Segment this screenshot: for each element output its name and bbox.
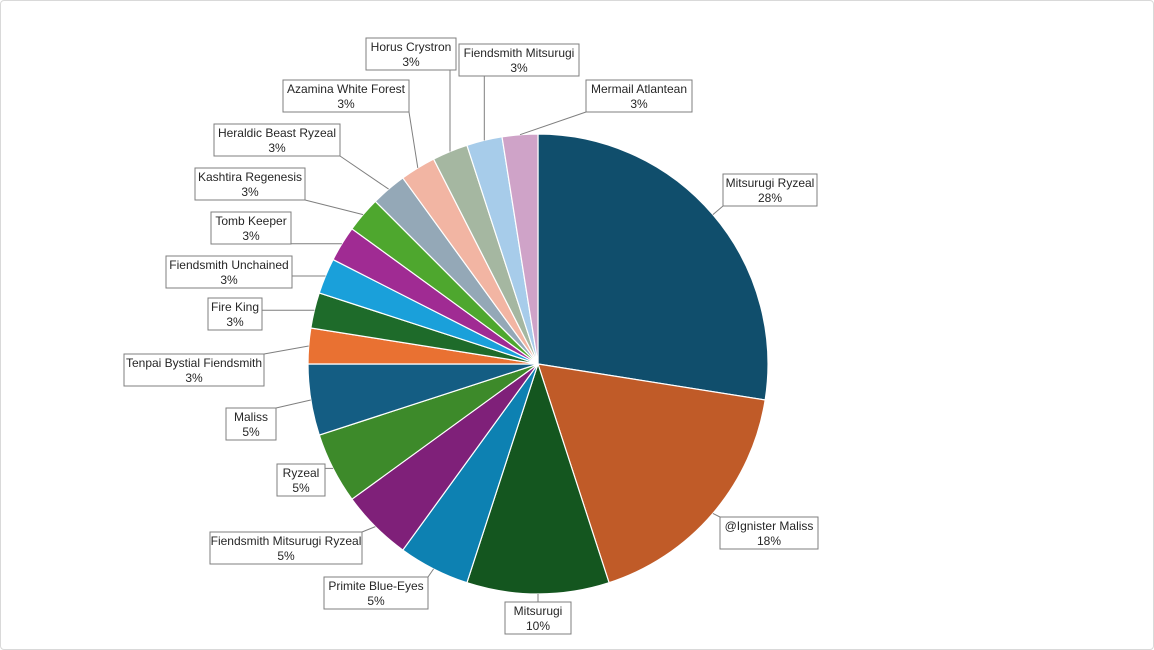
data-label-name: Mitsurugi bbox=[514, 604, 563, 618]
data-label-box bbox=[504, 601, 572, 635]
data-label-percent: 3% bbox=[268, 141, 286, 155]
data-label-percent: 10% bbox=[526, 619, 550, 633]
data-label-name: Fire King bbox=[211, 300, 259, 314]
leader-line bbox=[519, 111, 587, 136]
data-label-box bbox=[209, 531, 363, 565]
data-label-percent: 3% bbox=[226, 315, 244, 329]
data-label-box bbox=[585, 79, 693, 113]
data-label-box bbox=[276, 463, 326, 497]
data-label-name: Mitsurugi Ryzeal bbox=[726, 176, 815, 190]
data-label-box bbox=[123, 353, 265, 387]
leader-line bbox=[712, 512, 721, 518]
data-label-percent: 3% bbox=[220, 273, 238, 287]
pie-slices bbox=[307, 133, 769, 595]
data-label-percent: 5% bbox=[242, 425, 260, 439]
data-label-box bbox=[207, 297, 263, 331]
pie-slice-mitsurugi-ryzeal bbox=[537, 133, 769, 401]
data-label-name: Heraldic Beast Ryzeal bbox=[218, 126, 336, 140]
data-label-name: Primite Blue-Eyes bbox=[328, 579, 423, 593]
data-label-name: @Ignister Maliss bbox=[725, 519, 814, 533]
leader-line bbox=[408, 111, 419, 168]
pie-slice-mermail-atlantean bbox=[501, 133, 539, 365]
data-label-name: Tomb Keeper bbox=[215, 214, 286, 228]
data-label-box bbox=[722, 173, 818, 207]
leader-line bbox=[712, 205, 724, 215]
data-label-percent: 3% bbox=[510, 61, 528, 75]
data-label-percent: 3% bbox=[630, 97, 648, 111]
data-label-percent: 3% bbox=[337, 97, 355, 111]
data-label-name: Mermail Atlantean bbox=[591, 82, 687, 96]
data-label-box bbox=[165, 255, 293, 289]
data-label-percent: 5% bbox=[292, 481, 310, 495]
pie-slice-ignister-maliss bbox=[537, 363, 766, 584]
data-label-box bbox=[225, 407, 277, 441]
data-label-box bbox=[194, 167, 306, 201]
data-label-box bbox=[458, 43, 580, 77]
data-label-name: Fiendsmith Unchained bbox=[169, 258, 288, 272]
data-label-percent: 3% bbox=[185, 371, 203, 385]
data-label-name: Ryzeal bbox=[283, 466, 320, 480]
leader-line bbox=[427, 568, 435, 578]
leader-line bbox=[339, 155, 389, 190]
data-label-box bbox=[210, 211, 292, 245]
data-label-box bbox=[719, 516, 819, 550]
leader-line bbox=[361, 526, 376, 533]
data-label-percent: 28% bbox=[758, 191, 782, 205]
data-label-box bbox=[213, 123, 341, 157]
data-label-box bbox=[282, 79, 410, 113]
data-label-name: Fiendsmith Mitsurugi bbox=[464, 46, 575, 60]
data-label-percent: 3% bbox=[242, 229, 260, 243]
data-label-percent: 5% bbox=[277, 549, 295, 563]
data-label-name: Maliss bbox=[234, 410, 268, 424]
data-label-name: Tenpai Bystial Fiendsmith bbox=[126, 356, 262, 370]
data-label-percent: 18% bbox=[757, 534, 781, 548]
leader-line bbox=[263, 345, 309, 355]
leader-line bbox=[275, 399, 311, 409]
pie-slice-mitsurugi bbox=[466, 362, 610, 595]
data-label-percent: 5% bbox=[367, 594, 385, 608]
data-label-name: Horus Crystron bbox=[371, 40, 452, 54]
leader-line bbox=[304, 199, 364, 216]
data-label-name: Kashtira Regenesis bbox=[198, 170, 302, 184]
leader-lines bbox=[262, 70, 724, 602]
data-label-percent: 3% bbox=[241, 185, 259, 199]
data-label-box bbox=[323, 576, 429, 610]
data-label-box bbox=[365, 37, 457, 71]
data-label-name: Azamina White Forest bbox=[287, 82, 406, 96]
data-label-percent: 3% bbox=[402, 55, 420, 69]
data-label-name: Fiendsmith Mitsurugi Ryzeal bbox=[211, 534, 362, 548]
